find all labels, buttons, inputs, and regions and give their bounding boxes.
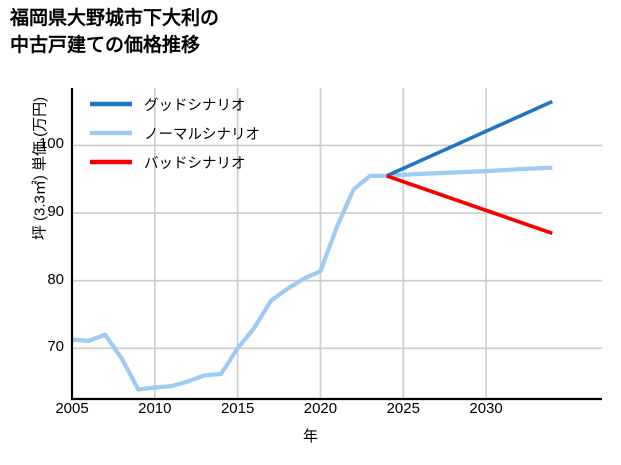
y-tick-label: 100 [38, 135, 64, 153]
x-tick-label: 2005 [55, 400, 89, 417]
data-lines [71, 99, 554, 392]
x-axis-label: 年 [302, 428, 318, 445]
y-tick-label: 90 [47, 203, 64, 221]
y-axis-label: 坪 (3.3㎡) 単価 (万円) [31, 96, 49, 241]
x-tick-label: 2020 [303, 400, 338, 417]
x-tick-label: 2025 [386, 400, 420, 417]
legend-swatches [90, 101, 132, 165]
x-tick-label: 2010 [138, 400, 172, 417]
x-tick-label: 2030 [469, 400, 503, 417]
legend-item-label: バッドシナリオ [144, 156, 246, 172]
legend-item-label: ノーマルシナリオ [144, 127, 260, 143]
y-tick-label: 70 [47, 338, 64, 356]
legend-item-label: グッドシナリオ [144, 98, 246, 114]
x-tick-label: 2015 [220, 400, 255, 417]
y-tick-label: 80 [47, 270, 64, 288]
chart-title: 福岡県大野城市下大利の 中古戸建ての価格推移 [10, 8, 220, 56]
